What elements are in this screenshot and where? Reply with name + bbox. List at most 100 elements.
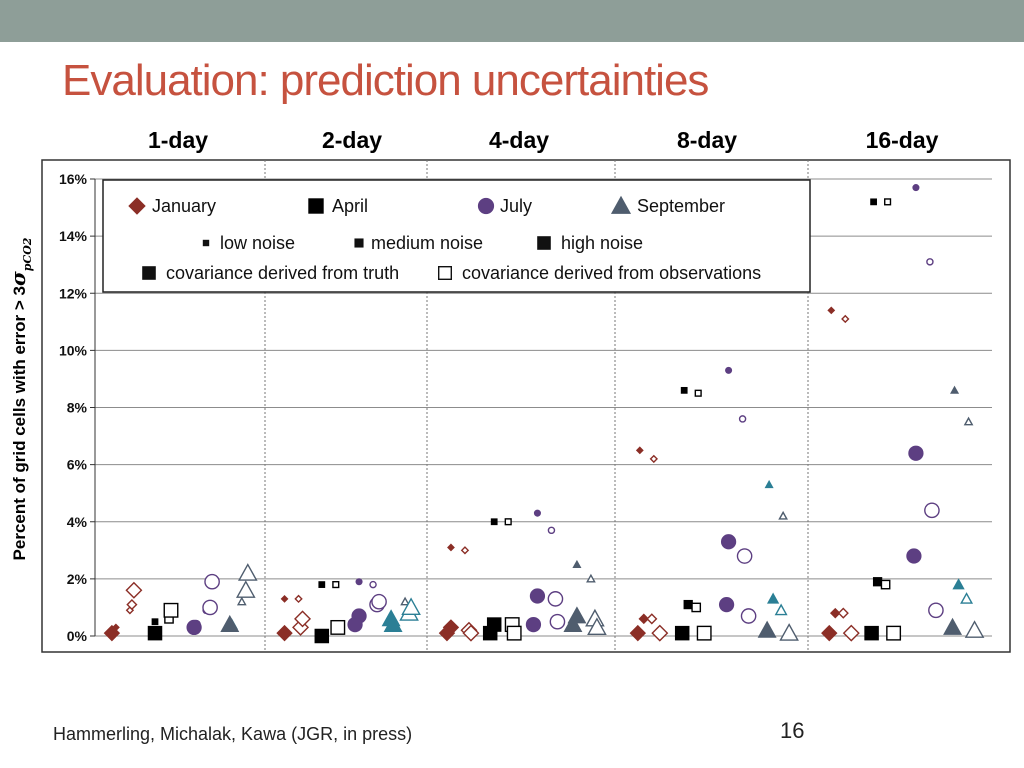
legend-label-january: January xyxy=(152,196,216,216)
y-tick-label: 10% xyxy=(59,342,88,358)
data-point-16-day-september-high-obs xyxy=(964,620,985,638)
data-point-1-day-july-high-obs xyxy=(202,599,218,616)
data-point-16-day-september-low-obs xyxy=(963,416,974,426)
data-point-16-day-july-low-truth xyxy=(912,184,920,192)
data-point-8-day-april-low-obs xyxy=(694,389,702,397)
data-point-16-day-april-low-truth xyxy=(870,198,877,206)
data-point-8-day-april-medium-obs xyxy=(691,602,702,613)
data-point-8-day-july-low-truth xyxy=(725,366,733,374)
data-point-2-day-april-high-truth xyxy=(314,628,330,644)
data-point-2-day-september-low-obs xyxy=(400,596,410,606)
y-tick-label: 12% xyxy=(59,285,88,301)
data-point-16-day-july-high-obs xyxy=(924,502,940,519)
data-point-2-day-january-high-obs xyxy=(294,610,312,628)
data-point-8-day-january-medium-obs xyxy=(646,613,658,625)
data-point-2-day-september-high-truth xyxy=(383,614,403,632)
data-point-1-day-july-high-obs xyxy=(204,573,220,590)
data-point-1-day-april-high-truth xyxy=(147,625,163,641)
data-point-4-day-september-high-obs xyxy=(587,617,607,636)
data-point-16-day-april-medium-truth xyxy=(872,577,883,587)
data-point-8-day-april-low-truth xyxy=(680,386,688,394)
data-point-4-day-april-low-truth xyxy=(490,518,498,526)
data-point-2-day-april-low-truth xyxy=(318,581,326,588)
y-tick-label: 2% xyxy=(67,571,88,587)
data-point-2-day-january-low-truth xyxy=(280,594,289,603)
data-point-8-day-july-high-truth xyxy=(720,534,737,550)
data-point-1-day-september-low-obs xyxy=(236,596,247,606)
slide-title: Evaluation: prediction uncertainties xyxy=(62,56,709,105)
legend-label-cov-truth: covariance derived from truth xyxy=(166,263,399,283)
data-point-8-day-april-high-truth xyxy=(674,625,690,641)
data-point-8-day-january-high-truth xyxy=(629,624,647,642)
data-point-16-day-april-high-obs xyxy=(886,625,902,641)
data-point-1-day-september-high-obs xyxy=(237,563,258,581)
data-point-8-day-july-high-obs xyxy=(740,608,757,624)
data-point-8-day-july-high-truth xyxy=(718,596,735,613)
data-point-4-day-january-high-obs xyxy=(462,624,480,642)
data-point-1-day-january-high-obs xyxy=(125,581,143,599)
group-header-2-day: 2-day xyxy=(321,127,383,153)
data-point-8-day-september-low-truth xyxy=(764,479,774,489)
data-point-16-day-april-medium-obs xyxy=(880,579,891,590)
data-point-16-day-july-high-truth xyxy=(906,548,922,564)
data-point-16-day-september-high-truth xyxy=(943,617,963,635)
page-number: 16 xyxy=(780,718,805,743)
data-point-2-day-september-high-obs xyxy=(401,597,421,616)
data-point-8-day-january-low-obs xyxy=(649,454,658,464)
data-point-4-day-july-high-truth xyxy=(529,588,546,604)
data-point-4-day-july-low-obs xyxy=(547,526,556,535)
data-point-16-day-september-medium-truth xyxy=(952,578,965,590)
data-point-8-day-september-medium-obs xyxy=(774,603,788,616)
data-point-8-day-april-high-obs xyxy=(696,625,712,641)
data-point-1-day-april-low-truth xyxy=(151,618,159,626)
legend-label-july: July xyxy=(500,196,532,216)
legend-label-noise-1: medium noise xyxy=(371,233,483,253)
data-point-8-day-january-medium-truth xyxy=(638,613,650,625)
data-point-4-day-july-high-obs xyxy=(549,613,566,630)
y-tick-label: 0% xyxy=(67,628,88,644)
data-point-4-day-april-low-obs xyxy=(504,518,512,526)
legend-marker-september xyxy=(610,195,632,214)
data-point-8-day-january-low-truth xyxy=(635,446,644,455)
data-point-4-day-april-high-obs xyxy=(506,625,522,641)
data-point-2-day-april-low-obs xyxy=(332,581,340,589)
legend-label-september: September xyxy=(637,196,725,216)
legend-marker-cov-obs xyxy=(438,266,453,281)
legend-marker-noise-2 xyxy=(537,236,551,250)
legend-label-noise-0: low noise xyxy=(220,233,295,253)
data-point-4-day-september-low-obs xyxy=(586,573,596,583)
data-point-2-day-january-low-obs xyxy=(294,594,303,604)
data-point-16-day-january-medium-truth xyxy=(829,607,841,619)
data-point-4-day-july-high-obs xyxy=(547,591,564,607)
data-point-8-day-september-low-obs xyxy=(778,510,788,520)
group-header-16-day: 16-day xyxy=(865,127,939,153)
legend-label-noise-2: high noise xyxy=(561,233,643,253)
data-point-1-day-january-medium-obs xyxy=(126,598,138,611)
top-bar xyxy=(0,0,1024,42)
y-tick-label: 14% xyxy=(59,228,88,244)
data-point-16-day-july-high-truth xyxy=(908,445,924,461)
data-point-16-day-january-high-obs xyxy=(842,624,860,642)
data-point-4-day-january-low-obs xyxy=(460,546,470,555)
data-point-2-day-july-low-truth xyxy=(355,578,363,586)
data-point-8-day-september-high-obs xyxy=(779,623,799,641)
data-point-16-day-january-low-truth xyxy=(827,306,836,315)
data-point-8-day-january-high-obs xyxy=(651,624,669,642)
group-header-1-day: 1-day xyxy=(147,127,209,153)
data-point-1-day-september-high-truth xyxy=(220,614,240,632)
y-tick-label: 6% xyxy=(67,457,88,473)
legend-marker-january xyxy=(128,197,146,215)
legend-label-april: April xyxy=(332,196,368,216)
data-point-16-day-january-high-truth xyxy=(821,624,838,642)
data-point-16-day-april-high-truth xyxy=(864,625,879,641)
legend-marker-july xyxy=(477,197,495,215)
data-point-4-day-september-low-truth xyxy=(572,559,582,569)
data-point-16-day-september-medium-obs xyxy=(960,592,974,604)
data-point-4-day-january-high-truth xyxy=(438,624,456,642)
data-point-1-day-july-high-truth xyxy=(186,619,202,636)
data-point-1-day-september-high-obs xyxy=(235,580,256,598)
data-point-1-day-january-high-truth xyxy=(103,624,121,642)
legend-marker-noise-1 xyxy=(354,238,364,248)
data-point-4-day-april-high-truth xyxy=(482,625,498,641)
data-point-2-day-january-high-truth xyxy=(276,624,293,642)
